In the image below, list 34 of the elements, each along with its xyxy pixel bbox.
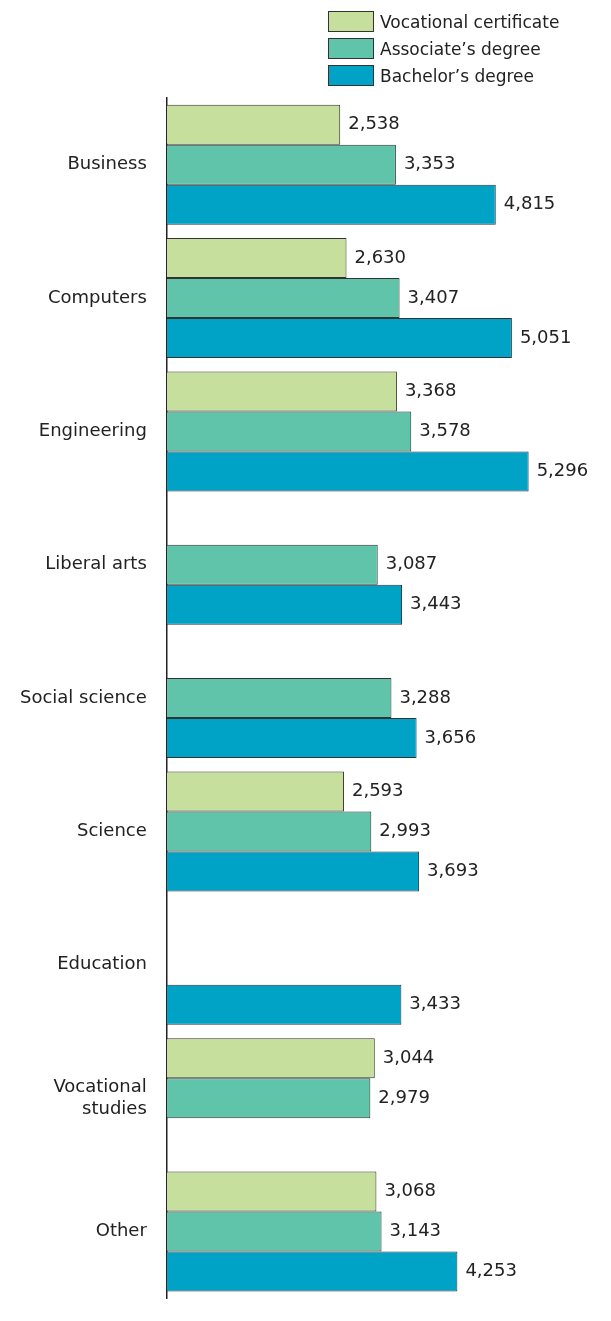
data-label: 3,578 bbox=[419, 419, 471, 441]
data-label: 2,630 bbox=[354, 245, 407, 267]
y-tick-label: Science bbox=[77, 819, 147, 841]
legend-label: Vocational certificate bbox=[380, 11, 560, 32]
data-label: 3,143 bbox=[389, 1219, 442, 1241]
y-tick-label: Social science bbox=[19, 685, 147, 707]
legend-label: Bachelor’s degree bbox=[380, 65, 535, 86]
data-label: 3,433 bbox=[409, 992, 461, 1014]
data-label: 2,979 bbox=[378, 1085, 430, 1107]
y-tick-label: Computers bbox=[47, 285, 147, 307]
data-label: 4,815 bbox=[503, 192, 556, 214]
data-label: 3,068 bbox=[384, 1179, 436, 1201]
y-tick-label: Engineering bbox=[38, 419, 147, 441]
data-label: 2,593 bbox=[351, 779, 404, 801]
y-tick-label: Business bbox=[67, 152, 147, 174]
data-label: 2,538 bbox=[348, 112, 400, 134]
data-label: 3,353 bbox=[403, 152, 456, 174]
data-label: 5,296 bbox=[536, 459, 589, 481]
data-label: 4,253 bbox=[465, 1259, 517, 1281]
data-label: 3,443 bbox=[410, 592, 462, 614]
legend-label: Associate’s degree bbox=[380, 38, 541, 59]
y-tick-label: Vocational studies bbox=[53, 1075, 147, 1118]
data-label: 3,087 bbox=[385, 552, 438, 574]
y-tick-label: Other bbox=[95, 1219, 148, 1241]
data-label: 2,993 bbox=[379, 819, 431, 841]
data-label: 3,656 bbox=[424, 725, 477, 747]
data-label: 3,693 bbox=[427, 859, 479, 881]
y-tick-label: Liberal arts bbox=[45, 552, 147, 574]
data-label: 3,044 bbox=[382, 1045, 435, 1067]
data-label: 3,288 bbox=[399, 685, 451, 707]
data-label: 3,407 bbox=[407, 285, 460, 307]
data-label: 3,368 bbox=[404, 379, 457, 401]
y-tick-label: Education bbox=[57, 952, 147, 974]
data-label: 5,051 bbox=[519, 325, 572, 347]
